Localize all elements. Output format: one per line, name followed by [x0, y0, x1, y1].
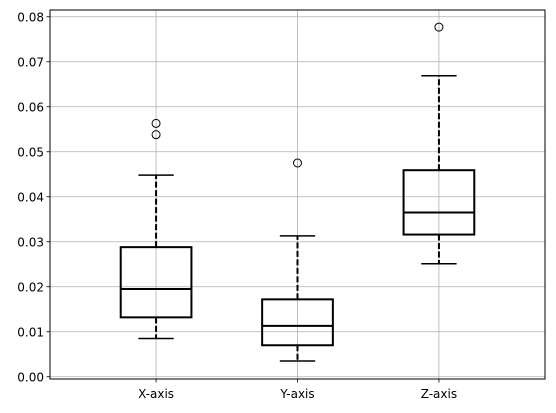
y-tick-label: 0.06: [17, 100, 44, 114]
iqr-box: [261, 298, 334, 347]
y-tick-label: 0.08: [17, 10, 44, 24]
y-tick-label: 0.00: [17, 370, 44, 384]
y-tick-label: 0.07: [17, 55, 44, 69]
outlier-point: [151, 130, 161, 140]
box-layer: [119, 22, 476, 362]
box-group: [119, 118, 193, 340]
outlier-point: [151, 118, 161, 128]
iqr-box: [119, 246, 193, 319]
iqr-box: [402, 169, 476, 236]
y-tick-label: 0.05: [17, 145, 44, 159]
x-tick-label: Y-axis: [279, 387, 314, 401]
outlier-point: [434, 22, 444, 32]
y-tick-label: 0.02: [17, 280, 44, 294]
box-group: [261, 158, 334, 362]
box-group: [402, 22, 476, 265]
tick-layer: 0.00 0.01 0.02 0.03 0.04 0.05 0.06 0.07 0.08 X-ax…: [17, 10, 457, 401]
outlier-point: [293, 158, 302, 168]
x-tick-label: Z-axis: [421, 387, 457, 401]
y-tick-label: 0.01: [17, 325, 44, 339]
x-tick-label: X-axis: [138, 387, 174, 401]
y-tick-label: 0.03: [17, 235, 44, 249]
y-tick-label: 0.04: [17, 190, 44, 204]
